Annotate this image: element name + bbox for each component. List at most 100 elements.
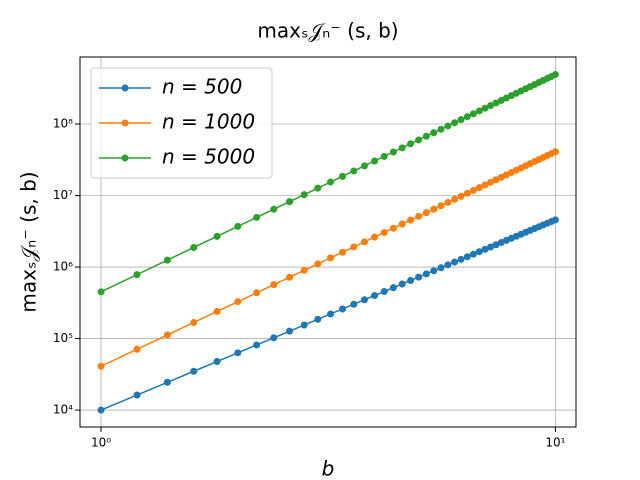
- data-point: [314, 260, 322, 268]
- data-point: [551, 70, 559, 78]
- data-point: [253, 341, 261, 349]
- x-axis-label: b: [322, 457, 335, 480]
- data-point: [469, 110, 477, 118]
- data-point: [492, 99, 500, 107]
- data-point: [234, 222, 242, 230]
- data-point: [437, 264, 445, 272]
- data-point: [339, 172, 347, 180]
- data-point: [398, 144, 406, 152]
- data-point: [360, 162, 368, 170]
- data-point: [360, 296, 368, 304]
- data-point: [444, 122, 452, 130]
- legend-label: n = 1000: [162, 110, 255, 134]
- data-point: [190, 243, 198, 251]
- data-point: [457, 192, 465, 200]
- data-point: [380, 152, 388, 160]
- data-point: [286, 327, 294, 335]
- data-point: [422, 209, 430, 217]
- data-point: [551, 148, 559, 156]
- x-tick-label: 10¹: [545, 436, 565, 450]
- data-point: [339, 305, 347, 313]
- data-point: [314, 184, 322, 192]
- data-point: [487, 102, 495, 110]
- data-point: [270, 334, 278, 342]
- data-point: [469, 250, 477, 258]
- data-point: [492, 241, 500, 249]
- legend-box: [90, 67, 273, 179]
- data-point: [481, 181, 489, 189]
- data-point: [457, 116, 465, 124]
- data-point: [133, 271, 141, 279]
- data-point: [163, 331, 171, 339]
- y-tick-label: 10⁴: [53, 403, 73, 417]
- y-tick-label: 10⁷: [53, 188, 73, 202]
- data-point: [350, 167, 358, 175]
- data-point: [253, 289, 261, 297]
- data-point: [286, 198, 294, 206]
- data-point: [481, 245, 489, 253]
- data-point: [133, 391, 141, 399]
- y-tick-label: 10⁸: [53, 117, 73, 131]
- data-point: [451, 119, 459, 127]
- y-tick-label: 10⁵: [53, 331, 73, 345]
- data-point: [475, 184, 483, 192]
- data-point: [380, 288, 388, 296]
- data-point: [444, 198, 452, 206]
- data-point: [213, 307, 221, 315]
- data-point: [422, 132, 430, 140]
- data-point: [163, 256, 171, 264]
- data-point: [350, 243, 358, 251]
- data-point: [133, 345, 141, 353]
- data-point: [360, 238, 368, 246]
- data-point: [97, 288, 105, 296]
- chart-title: maxₛ𝒥ₙ⁻ (s, b): [257, 19, 398, 43]
- data-point: [163, 378, 171, 386]
- data-point: [444, 261, 452, 269]
- data-point: [286, 273, 294, 281]
- data-point: [422, 270, 430, 278]
- data-point: [213, 232, 221, 240]
- data-point: [430, 267, 438, 275]
- data-point: [339, 248, 347, 256]
- legend-marker: [121, 154, 129, 162]
- data-point: [415, 273, 423, 281]
- data-point: [481, 104, 489, 112]
- data-point: [327, 254, 335, 262]
- data-point: [398, 220, 406, 228]
- data-point: [371, 292, 379, 300]
- data-point: [380, 229, 388, 237]
- data-point: [314, 315, 322, 323]
- data-point: [475, 107, 483, 115]
- data-point: [300, 321, 308, 329]
- data-point: [407, 276, 415, 284]
- data-point: [415, 136, 423, 144]
- data-point: [451, 258, 459, 266]
- legend-marker: [121, 119, 129, 127]
- data-point: [270, 281, 278, 289]
- data-point: [407, 216, 415, 224]
- plot-frame: [79, 56, 577, 428]
- data-point: [430, 205, 438, 213]
- data-point: [300, 191, 308, 199]
- data-point: [97, 406, 105, 414]
- data-point: [475, 248, 483, 256]
- legend-marker: [121, 84, 129, 92]
- data-point: [398, 280, 406, 288]
- legend-label: n = 5000: [162, 145, 255, 169]
- data-point: [213, 358, 221, 366]
- data-point: [327, 178, 335, 186]
- y-tick-label: 10⁶: [53, 260, 73, 274]
- data-point: [389, 148, 397, 156]
- data-point: [487, 178, 495, 186]
- data-point: [389, 284, 397, 292]
- data-point: [487, 243, 495, 251]
- data-point: [371, 233, 379, 241]
- data-point: [463, 253, 471, 261]
- data-point: [469, 186, 477, 194]
- data-point: [253, 213, 261, 221]
- data-point: [463, 189, 471, 197]
- data-point: [190, 318, 198, 326]
- data-point: [190, 367, 198, 375]
- data-point: [327, 310, 335, 318]
